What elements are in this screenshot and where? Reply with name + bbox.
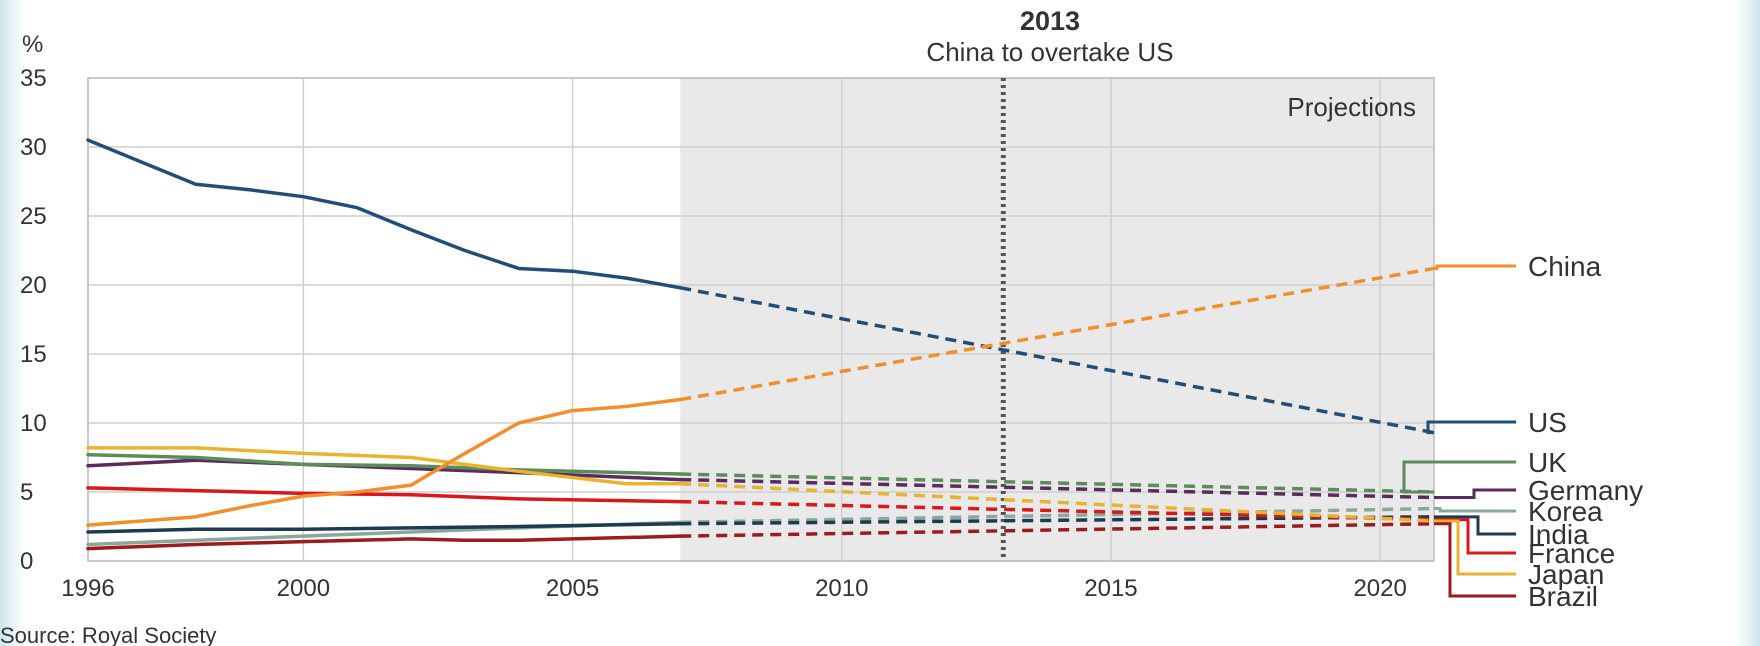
legend-label-india: India [1528,519,1589,550]
legend-connector-korea [1434,507,1516,513]
y-tick-label: 15 [20,341,47,368]
x-tick-label: 2005 [546,575,599,602]
series-projection-us [679,286,1435,435]
legend-label-germany: Germany [1528,475,1643,506]
legend-label-china: China [1528,251,1602,282]
legend-label-france: France [1528,538,1615,569]
y-tick-label: 30 [20,134,47,161]
y-tick-label: 10 [20,410,47,437]
series-line-brazil [86,534,682,551]
x-tick-label: 2010 [815,575,868,602]
legend-connector-china [1434,264,1516,270]
legend-connector-india [1434,515,1516,536]
legend-label-korea: Korea [1528,496,1603,527]
y-tick-label: 35 [20,65,47,92]
series-line-france [86,486,682,504]
x-tick-label: 2000 [277,575,330,602]
series-line-uk [86,452,682,476]
legend-connector-us [1426,420,1516,435]
y-tick-label: 20 [20,272,47,299]
legend-label-brazil: Brazil [1528,581,1598,612]
chart-subtitle: China to overtake US [926,37,1173,67]
series-line-india [86,521,682,534]
x-tick-label: 2015 [1084,575,1137,602]
source-note: Source: Royal Society [0,623,216,646]
legend-label-us: US [1528,407,1567,438]
series-line-japan [86,446,682,486]
legend-connector-uk [1402,460,1516,494]
y-axis-label: % [22,31,43,58]
x-tick-label: 2020 [1353,575,1406,602]
legend: China US UKGermanyKoreaIndiaFranceJapanBra… [1402,251,1643,612]
series-line-us [86,138,682,290]
x-tick-label: 1996 [61,575,114,602]
legend-label-uk: UK [1528,447,1567,478]
projection-label: Projections [1287,92,1416,122]
x-axis-ticks: 1996 2000 2005 2010 2015 2020 [61,575,1407,602]
series-projection-china [679,266,1435,402]
legend-label-japan: Japan [1528,559,1604,590]
y-tick-label: 0 [20,548,33,575]
series-line-china [86,397,682,527]
projection-region [680,78,1434,561]
chart-title: 2013 [1020,6,1080,36]
y-tick-label: 5 [20,479,33,506]
y-tick-label: 25 [20,203,47,230]
legend-connector-japan [1434,519,1516,576]
y-axis-ticks: 0 5 10 15 20 25 30 35 [20,65,47,575]
series-line-germany [86,458,682,482]
series-lines [86,138,1435,551]
legend-connector-germany [1434,488,1516,500]
plot-frame [87,77,1435,562]
legend-connector-brazil [1434,522,1516,598]
grid [87,77,1435,562]
